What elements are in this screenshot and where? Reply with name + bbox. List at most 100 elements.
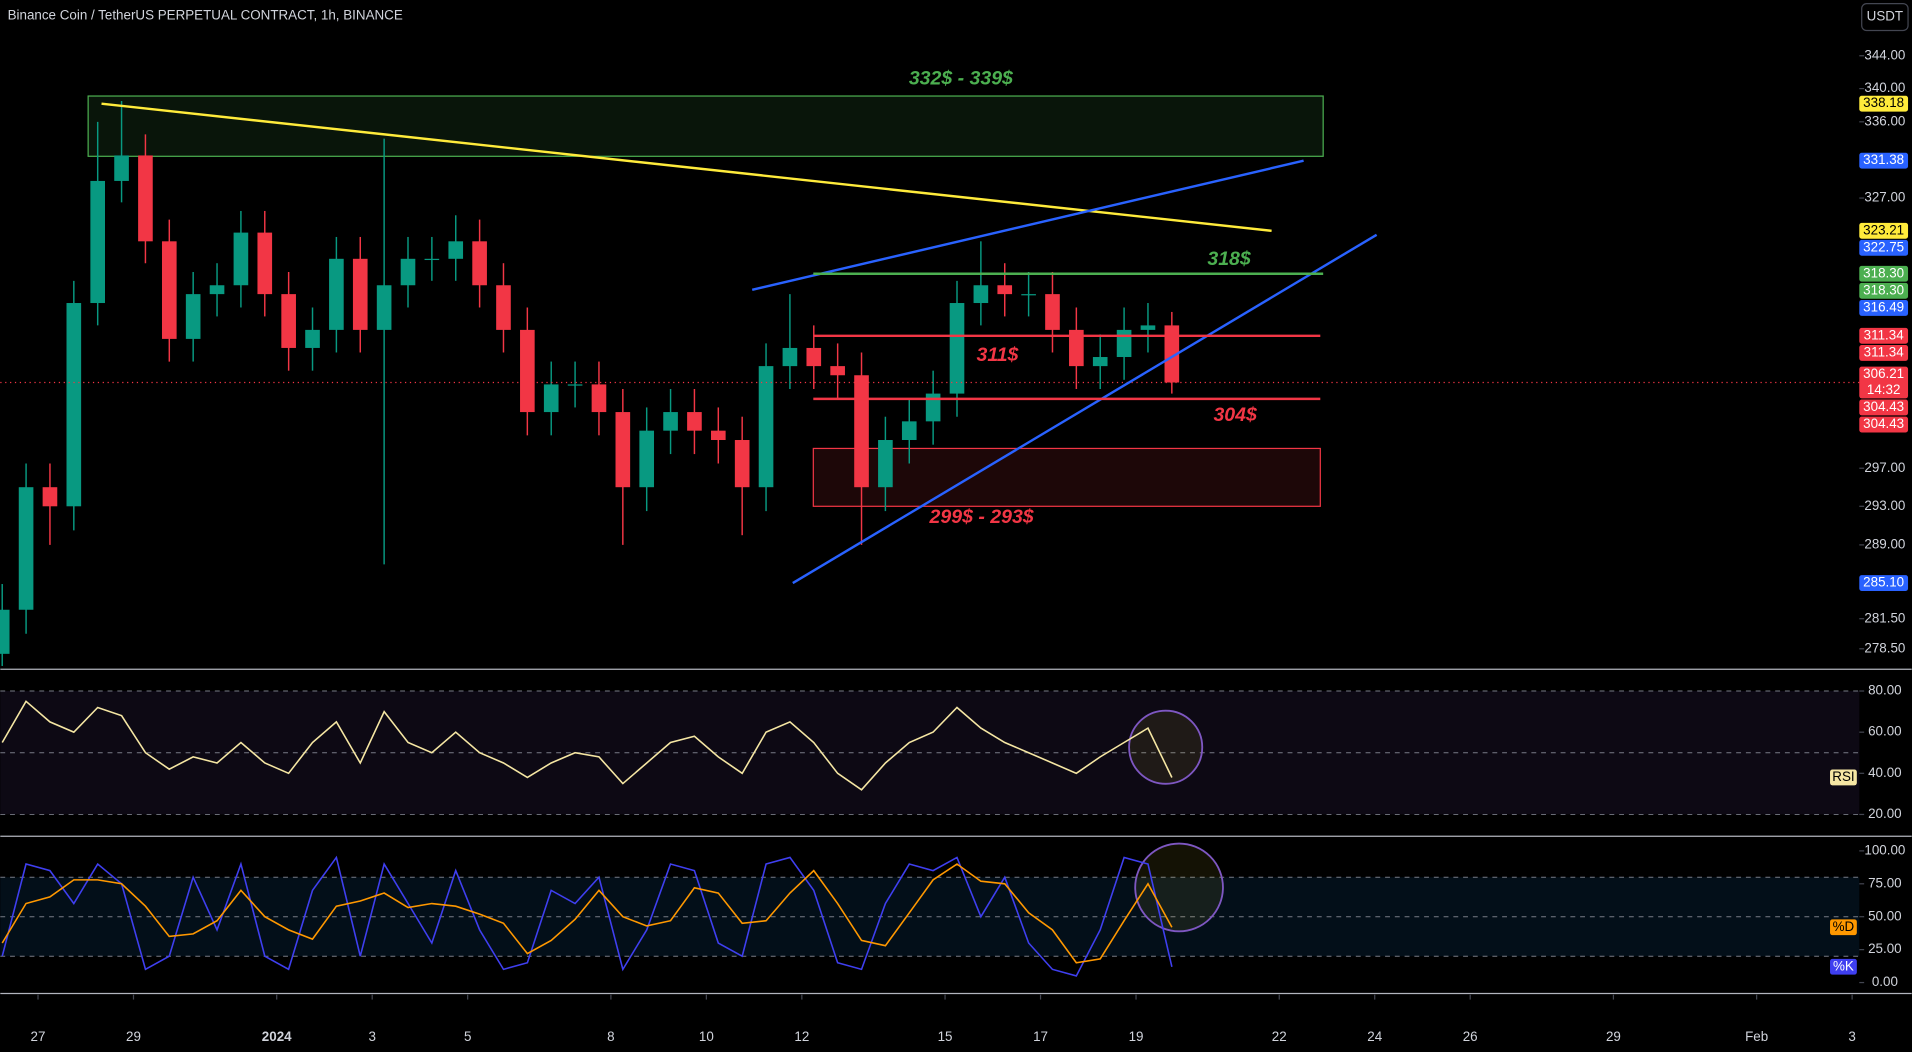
candle-body	[758, 366, 774, 488]
price-tag	[1859, 299, 1909, 316]
x-tick-label: 8	[607, 1029, 614, 1044]
candle-body	[161, 241, 177, 339]
annotation: 332$ - 339$	[909, 67, 1014, 89]
candle-body	[496, 285, 511, 330]
x-tick-label: 22	[1272, 1029, 1287, 1044]
y-tick-label: 80.00	[1868, 683, 1902, 698]
indicator-line	[1, 700, 1173, 791]
candle-body	[305, 329, 320, 348]
price-tag	[1859, 399, 1909, 416]
currency-label[interactable]: USDT	[1867, 9, 1903, 24]
price-tag	[1859, 282, 1909, 299]
y-tick-label: 25.00	[1868, 941, 1902, 956]
x-tick-label: 3	[1848, 1029, 1855, 1044]
chart-title: Binance Coin / TetherUS PERPETUAL CONTRA…	[8, 7, 403, 22]
candle-body	[209, 285, 225, 295]
candle-body	[233, 232, 249, 286]
y-tick-label: 100.00	[1864, 842, 1905, 857]
candle-body	[782, 347, 798, 367]
candle-body	[1164, 325, 1180, 383]
candle-body	[949, 303, 965, 394]
candle-body	[639, 430, 655, 488]
price-tag	[1859, 344, 1909, 361]
y-tick-label: 60.00	[1868, 724, 1902, 739]
x-tick-label: 12	[794, 1029, 809, 1044]
candle-body	[376, 285, 392, 330]
y-tick-label: 344.00	[1864, 47, 1905, 62]
price-tag	[1859, 416, 1909, 433]
candle-body	[472, 241, 487, 286]
annotation: 311$	[976, 344, 1019, 366]
candle-body	[1116, 329, 1132, 358]
price-tag-label: 331.38	[1863, 152, 1904, 167]
trend-line	[101, 102, 1272, 232]
price-tag	[1859, 366, 1909, 399]
price-tag	[1859, 239, 1909, 256]
candle-body	[615, 412, 631, 488]
indicator-line	[1, 863, 1173, 964]
candle-body	[0, 609, 10, 654]
y-tick-label: 278.50	[1864, 640, 1905, 655]
candle-body	[901, 421, 917, 441]
y-tick-label: 297.00	[1864, 460, 1905, 475]
candle-body	[997, 285, 1013, 295]
candle-body	[185, 294, 201, 339]
candle-body	[591, 384, 607, 413]
candle-body	[424, 258, 440, 261]
y-tick-label: 336.00	[1864, 113, 1905, 128]
candle-body	[90, 180, 106, 304]
annotation: 304$	[1213, 404, 1258, 426]
x-tick-label: 26	[1463, 1029, 1478, 1044]
y-tick-label: 20.00	[1868, 806, 1902, 821]
y-tick-label: 289.00	[1864, 536, 1905, 551]
y-tick-label: 50.00	[1868, 908, 1902, 923]
price-tag	[1859, 327, 1909, 344]
price-tag-label: 304.43	[1863, 399, 1904, 414]
x-tick-label: 19	[1129, 1029, 1144, 1044]
price-tag	[1830, 919, 1857, 936]
candle-body	[257, 232, 273, 295]
candle-body	[42, 487, 58, 507]
candle-body	[687, 412, 702, 431]
candle-body	[663, 412, 678, 431]
candle-body	[400, 258, 416, 286]
x-tick-label: 17	[1033, 1029, 1048, 1044]
price-tag	[1830, 769, 1857, 786]
price-tag	[1859, 265, 1909, 282]
y-tick-label: 340.00	[1864, 80, 1905, 95]
candle-body	[543, 384, 559, 413]
price-tag	[1859, 222, 1909, 239]
candle-body	[281, 294, 296, 348]
currency-button[interactable]	[1861, 3, 1909, 32]
candle-body	[925, 393, 941, 422]
candle-body	[710, 430, 726, 441]
price-tag-label: 323.21	[1863, 222, 1904, 237]
zone	[87, 95, 1324, 157]
y-tick-label: 281.50	[1864, 610, 1905, 625]
candle-body	[854, 375, 869, 488]
annotation: 299$ - 293$	[929, 506, 1035, 528]
candle-body	[1045, 294, 1060, 330]
price-tag-label: 338.18	[1863, 95, 1904, 110]
x-tick-label: 29	[126, 1029, 141, 1044]
candle-body	[1021, 294, 1036, 296]
x-tick-label: 5	[464, 1029, 471, 1044]
price-tag-label: 311.34	[1864, 327, 1905, 342]
price-tag-label: 322.75	[1863, 239, 1904, 254]
y-tick-label: 293.00	[1864, 498, 1905, 513]
annotation: 318$	[1207, 248, 1252, 270]
trend-line	[751, 159, 1304, 291]
price-tag-label: 304.43	[1863, 416, 1904, 431]
price-tag	[1830, 958, 1857, 975]
highlight-circle	[1134, 842, 1224, 933]
x-tick-label: 10	[699, 1029, 714, 1044]
x-tick-label: 3	[368, 1029, 375, 1044]
trend-line	[792, 233, 1378, 585]
price-tag-label: 285.10	[1863, 575, 1904, 590]
zone	[812, 447, 1321, 507]
price-tag-label: 306.21	[1863, 366, 1904, 381]
candle-body	[1092, 357, 1108, 367]
